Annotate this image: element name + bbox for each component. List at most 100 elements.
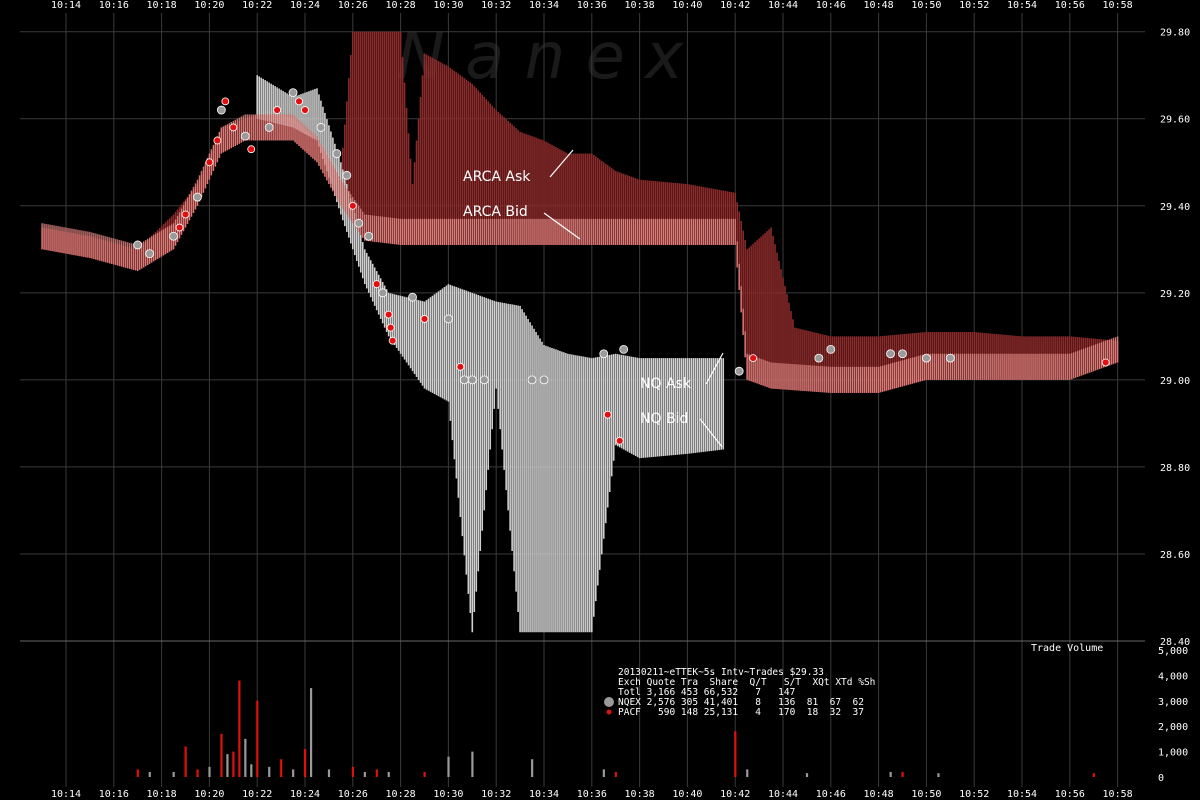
x-tick-label: 10:22 <box>242 789 272 800</box>
x-tick-label: 10:38 <box>625 789 655 800</box>
volume-bar <box>937 773 940 777</box>
volume-bar <box>148 771 151 777</box>
volume-bar <box>238 680 241 777</box>
volume-bar <box>734 731 737 777</box>
volume-bar <box>387 771 390 777</box>
nqex-trade-point <box>922 353 931 363</box>
nqex-trade-point <box>619 345 629 354</box>
x-tick-label: 10:44 <box>768 789 798 800</box>
nqex-trade-point <box>734 366 744 376</box>
x-tick-label: 10:20 <box>194 0 224 11</box>
x-tick-label: 10:46 <box>816 0 846 11</box>
nqex-trade-point <box>826 345 836 354</box>
pacf-trade-point <box>603 410 612 419</box>
annotation-nq-ask-pointer <box>705 352 724 385</box>
volume-bar <box>226 754 229 777</box>
x-tick-label: 10:48 <box>864 0 894 11</box>
x-tick-label: 10:30 <box>433 789 463 800</box>
nqex-trade-point <box>886 349 895 359</box>
stats-title: 20130211~eTTEK~5s Intv~Trades $29.33 <box>618 667 824 678</box>
pacf-trade-point <box>372 280 381 289</box>
volume-bar <box>1092 773 1095 777</box>
pacf-trade-point <box>1101 358 1110 367</box>
x-tick-label: 10:32 <box>481 789 511 800</box>
x-tick-label: 10:48 <box>864 789 894 800</box>
y-tick-label: 29.00 <box>1160 376 1190 387</box>
nqex-trade-point <box>264 123 274 132</box>
volume-bar <box>196 769 199 777</box>
nqex-legend-marker <box>604 697 614 707</box>
pacf-trade-point <box>301 106 309 114</box>
annotation-arca-bid-label: ARCA Bid <box>463 204 528 220</box>
nqex-trade-point <box>443 314 453 324</box>
volume-bar <box>232 751 235 777</box>
nqex-trade-point <box>539 375 549 385</box>
volume-bar <box>375 769 378 777</box>
x-tick-label: 10:14 <box>51 0 81 11</box>
x-tick-label: 10:18 <box>147 789 177 800</box>
volume-tick-label: 2,000 <box>1158 722 1188 733</box>
y-tick-label: 29.60 <box>1160 115 1190 126</box>
pacf-trade-point <box>386 323 395 332</box>
pacf-legend-marker <box>606 709 612 715</box>
nqex-trade-point <box>145 249 155 259</box>
volume-bar <box>256 700 259 777</box>
pacf-trade-point <box>175 223 184 232</box>
x-tick-label: 10:28 <box>386 789 416 800</box>
x-tick-label: 10:54 <box>1007 789 1037 800</box>
volume-bar <box>208 766 211 777</box>
x-tick-label: 10:20 <box>194 789 224 800</box>
volume-tick-label: 1,000 <box>1158 748 1188 759</box>
volume-bar <box>327 769 331 777</box>
annotation-nq-bid-pointer <box>699 418 723 448</box>
nqex-trade-point <box>945 353 955 363</box>
x-tick-label: 10:50 <box>911 789 941 800</box>
volume-bar <box>423 771 426 777</box>
y-tick-labels: 29.80 29.60 29.40 29.20 29.00 28.80 28.60 28.40 <box>1160 28 1190 648</box>
volume-tick-label: 0 <box>1158 773 1164 784</box>
nqex-trade-point <box>240 131 250 141</box>
nqex-trade-point <box>216 105 226 115</box>
nqex-trade-point <box>378 288 388 298</box>
x-tick-label: 10:50 <box>911 0 941 11</box>
x-tick-labels-top: 10:14 10:16 10:18 10:20 10:22 10:24 10:26 10:28… <box>51 0 1133 11</box>
volume-tick-label: 4,000 <box>1158 671 1188 682</box>
nqex-trade-point <box>354 218 364 228</box>
x-tick-label: 10:58 <box>1103 0 1133 11</box>
volume-bar <box>244 738 247 777</box>
x-tick-label: 10:54 <box>1007 0 1037 11</box>
annotation-arca-bid-pointer <box>543 212 581 240</box>
volume-bar <box>268 766 271 777</box>
pacf-trade-point <box>181 210 190 219</box>
annotation-nq-ask: NQ Ask <box>640 352 724 392</box>
volume-bar <box>901 771 904 777</box>
annotation-arca-ask-label: ARCA Ask <box>463 169 531 185</box>
x-tick-label: 10:18 <box>147 0 177 11</box>
annotation-arca-ask: ARCA Ask <box>463 149 574 185</box>
stats-row-totl: Totl 3,166 453 66,532 7 147 <box>618 687 795 698</box>
volume-bar <box>250 764 253 777</box>
volume-bar <box>889 771 892 777</box>
x-tick-label: 10:40 <box>672 789 702 800</box>
stats-row-pacf: PACF 590 148 25,131 4 170 18 32 37 <box>618 707 864 718</box>
pacf-trade-point <box>749 354 758 363</box>
pacf-trade-point <box>229 123 238 132</box>
pacf-trade-point <box>213 136 222 145</box>
x-tick-label: 10:36 <box>577 789 607 800</box>
y-tick-label: 29.80 <box>1160 28 1190 39</box>
volume-tick-label: 3,000 <box>1158 697 1188 708</box>
y-tick-label: 28.80 <box>1160 463 1190 474</box>
x-tick-label: 10:16 <box>99 789 129 800</box>
x-tick-label: 10:46 <box>816 789 846 800</box>
nqex-trade-point <box>193 192 202 202</box>
annotation-nq-bid-label: NQ Bid <box>640 411 688 427</box>
pacf-trade-point <box>273 106 282 114</box>
nqex-trade-point <box>364 231 374 241</box>
x-tick-label: 10:36 <box>577 0 607 11</box>
pacf-trade-point <box>221 97 230 106</box>
trade-volume-label: Trade Volume <box>1031 643 1103 654</box>
x-tick-label: 10:14 <box>51 789 81 800</box>
x-tick-label: 10:38 <box>625 0 655 11</box>
nqex-trade-point <box>342 170 352 180</box>
nqex-trade-point <box>527 375 537 385</box>
